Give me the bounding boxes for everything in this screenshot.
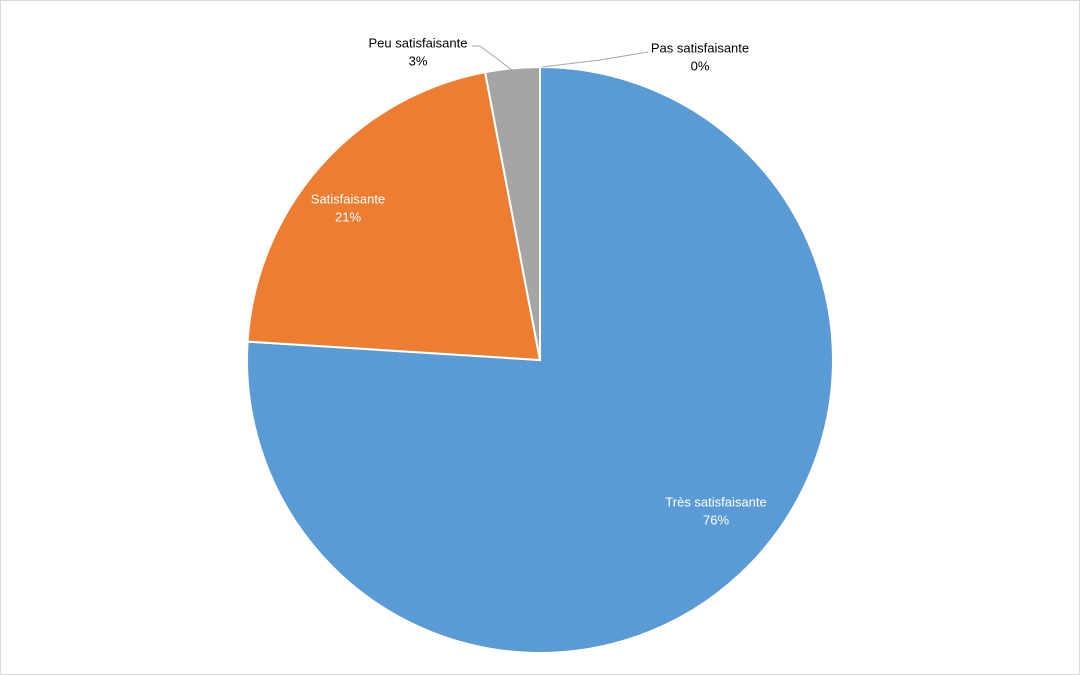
data-label-value: 76% <box>703 512 729 527</box>
pie-slice <box>246 71 542 362</box>
data-label-value: 3% <box>409 53 428 68</box>
pie-slice <box>246 65 834 654</box>
data-label-category: Satisfaisante <box>311 191 385 206</box>
data-label-value: 0% <box>691 58 710 73</box>
data-label-category: Très satisfaisante <box>665 494 766 509</box>
leader-line <box>472 45 513 71</box>
data-label-category: Pas satisfaisante <box>651 40 749 55</box>
data-label-value: 21% <box>335 209 361 224</box>
data-label-category: Peu satisfaisante <box>368 35 467 50</box>
leader-line <box>541 51 649 68</box>
